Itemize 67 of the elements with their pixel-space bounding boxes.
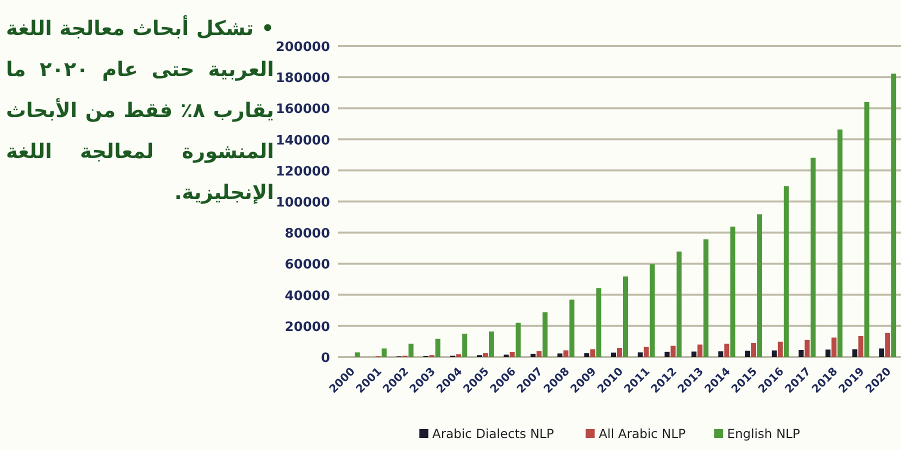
bar (804, 340, 810, 357)
bar (488, 332, 494, 357)
bar (557, 353, 562, 357)
y-tick-label: 120000 (276, 164, 330, 180)
bar (456, 354, 462, 357)
bar (718, 351, 724, 357)
bar (757, 214, 762, 357)
annotation: • تشكل أبحاث معالجة اللغة العربية حتى عام ٢٠٢٠ ما يقارب ٨٪ فقط من الأبحاث المنشورة لمعالجة اللغة الإنجليزية. (6, 14, 274, 206)
bar (772, 350, 777, 357)
bar (590, 349, 596, 357)
bar (784, 186, 789, 357)
bar (650, 264, 655, 357)
bar (617, 348, 622, 357)
bar (530, 354, 536, 357)
bar (462, 334, 468, 357)
bar (611, 352, 616, 357)
bar (825, 350, 830, 357)
bar (510, 352, 515, 357)
y-tick-label: 160000 (276, 102, 330, 118)
bar (745, 350, 750, 357)
bar (569, 300, 574, 357)
bar (810, 158, 816, 357)
bar (730, 226, 736, 357)
legend-label: English NLP (727, 426, 801, 441)
bar (703, 239, 708, 357)
y-tick-label: 100000 (276, 196, 330, 210)
bar (354, 352, 360, 357)
bar (778, 342, 783, 357)
bar (885, 332, 890, 357)
y-tick-label: 60000 (284, 258, 330, 273)
y-tick-label: 40000 (284, 288, 330, 304)
bar (798, 350, 804, 357)
bar (837, 130, 842, 357)
bar (697, 344, 702, 357)
bar (542, 312, 548, 357)
y-tick-label: 80000 (284, 226, 330, 242)
bar (751, 343, 756, 357)
bar (670, 346, 676, 357)
bar (596, 288, 602, 357)
bar (408, 344, 414, 357)
legend-label: All Arabic NLP (598, 426, 686, 441)
bar (864, 102, 870, 357)
bar (691, 352, 696, 357)
y-tick-label: 200000 (276, 40, 330, 55)
bar (435, 338, 440, 357)
legend-label: Arabic Dialects NLP (432, 426, 554, 441)
bar (584, 353, 590, 357)
bar (638, 352, 643, 357)
bar (563, 350, 568, 357)
bar (831, 338, 836, 357)
y-tick-label: 140000 (276, 133, 330, 148)
bar (676, 252, 682, 357)
y-tick-label: 0 (320, 351, 330, 366)
bar (623, 276, 628, 357)
bar (516, 322, 521, 357)
bar (382, 348, 387, 357)
y-tick-label: 180000 (276, 71, 330, 86)
bar (536, 351, 542, 357)
bar (724, 344, 730, 357)
bar (858, 336, 864, 357)
bar (482, 353, 488, 357)
y-tick-label: 20000 (284, 320, 330, 335)
bar (879, 348, 884, 357)
bar (852, 349, 858, 357)
bar (644, 346, 649, 357)
bar (664, 352, 670, 357)
bar (891, 74, 896, 357)
